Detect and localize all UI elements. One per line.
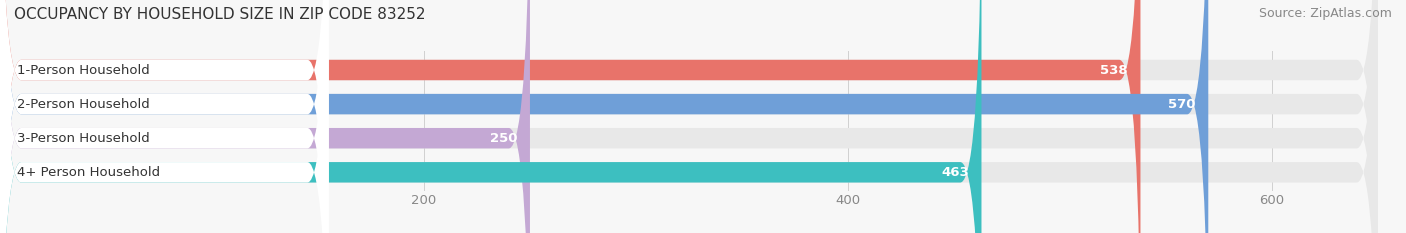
FancyBboxPatch shape (0, 0, 329, 233)
FancyBboxPatch shape (0, 0, 1208, 233)
Text: 1-Person Household: 1-Person Household (17, 64, 149, 76)
FancyBboxPatch shape (0, 0, 329, 233)
Text: 4+ Person Household: 4+ Person Household (17, 166, 160, 179)
Text: 2-Person Household: 2-Person Household (17, 98, 149, 111)
Text: 3-Person Household: 3-Person Household (17, 132, 149, 145)
Text: 538: 538 (1099, 64, 1128, 76)
FancyBboxPatch shape (0, 0, 530, 233)
Text: OCCUPANCY BY HOUSEHOLD SIZE IN ZIP CODE 83252: OCCUPANCY BY HOUSEHOLD SIZE IN ZIP CODE … (14, 7, 426, 22)
Text: 463: 463 (941, 166, 969, 179)
FancyBboxPatch shape (0, 0, 329, 233)
FancyBboxPatch shape (0, 0, 981, 233)
FancyBboxPatch shape (0, 0, 1140, 233)
Text: Source: ZipAtlas.com: Source: ZipAtlas.com (1258, 7, 1392, 20)
Text: 250: 250 (489, 132, 517, 145)
Text: 570: 570 (1168, 98, 1195, 111)
FancyBboxPatch shape (0, 0, 329, 233)
